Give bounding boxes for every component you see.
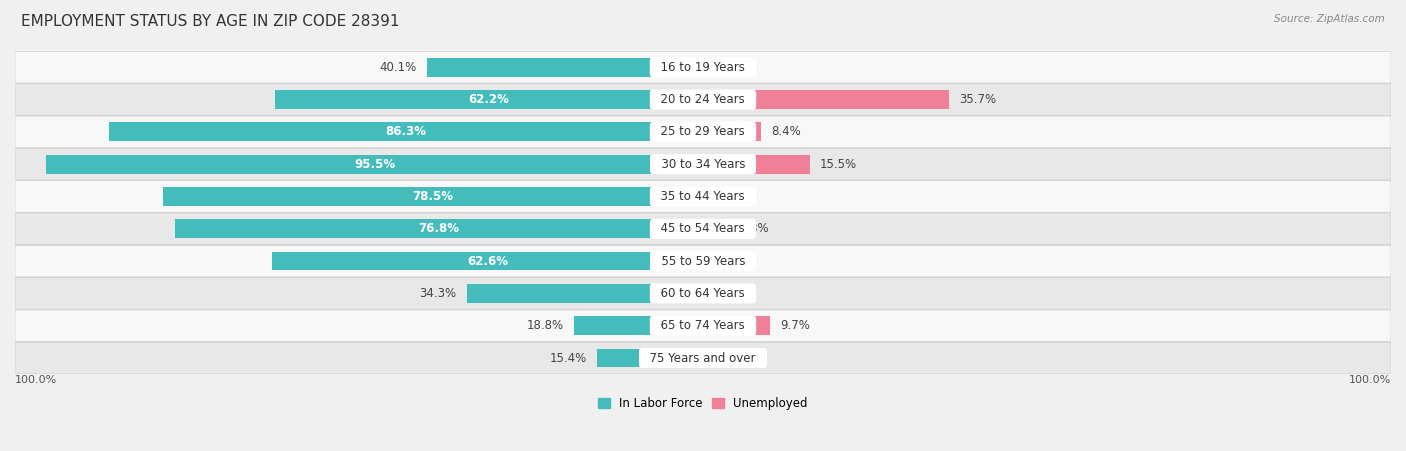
- Text: 55 to 59 Years: 55 to 59 Years: [654, 255, 752, 267]
- Bar: [703, 155, 810, 174]
- FancyBboxPatch shape: [15, 342, 1391, 374]
- Text: 76.8%: 76.8%: [419, 222, 460, 235]
- Bar: [703, 220, 730, 238]
- Text: 3.8%: 3.8%: [740, 222, 769, 235]
- Text: EMPLOYMENT STATUS BY AGE IN ZIP CODE 28391: EMPLOYMENT STATUS BY AGE IN ZIP CODE 283…: [21, 14, 399, 28]
- Text: 35.7%: 35.7%: [959, 93, 995, 106]
- Text: 8.4%: 8.4%: [770, 125, 801, 138]
- Text: 40.1%: 40.1%: [380, 61, 416, 74]
- Text: 86.3%: 86.3%: [385, 125, 426, 138]
- Text: 15.5%: 15.5%: [820, 158, 858, 170]
- Bar: [174, 220, 703, 238]
- Bar: [703, 58, 716, 77]
- Text: 65 to 74 Years: 65 to 74 Years: [654, 319, 752, 332]
- Text: 15.4%: 15.4%: [550, 351, 586, 364]
- Text: 100.0%: 100.0%: [15, 375, 58, 385]
- Bar: [273, 252, 703, 271]
- Text: Source: ZipAtlas.com: Source: ZipAtlas.com: [1274, 14, 1385, 23]
- Text: 100.0%: 100.0%: [1348, 375, 1391, 385]
- Bar: [276, 90, 703, 109]
- Text: 95.5%: 95.5%: [354, 158, 395, 170]
- Text: 25 to 29 Years: 25 to 29 Years: [654, 125, 752, 138]
- Text: 45 to 54 Years: 45 to 54 Years: [654, 222, 752, 235]
- Bar: [46, 155, 703, 174]
- Bar: [163, 187, 703, 206]
- FancyBboxPatch shape: [15, 245, 1391, 277]
- Text: 62.6%: 62.6%: [467, 255, 508, 267]
- Text: 9.7%: 9.7%: [780, 319, 810, 332]
- Text: 30 to 34 Years: 30 to 34 Years: [654, 158, 752, 170]
- Text: 35 to 44 Years: 35 to 44 Years: [654, 190, 752, 203]
- Text: 75 Years and over: 75 Years and over: [643, 351, 763, 364]
- FancyBboxPatch shape: [15, 181, 1391, 212]
- FancyBboxPatch shape: [15, 51, 1391, 83]
- Bar: [467, 284, 703, 303]
- FancyBboxPatch shape: [15, 310, 1391, 341]
- Text: 0.0%: 0.0%: [713, 255, 742, 267]
- Text: 34.3%: 34.3%: [419, 287, 457, 300]
- Bar: [574, 316, 703, 335]
- Bar: [110, 123, 703, 141]
- FancyBboxPatch shape: [15, 213, 1391, 244]
- Text: 0.0%: 0.0%: [713, 190, 742, 203]
- FancyBboxPatch shape: [15, 116, 1391, 147]
- FancyBboxPatch shape: [15, 148, 1391, 180]
- Bar: [703, 316, 769, 335]
- Text: 20 to 24 Years: 20 to 24 Years: [654, 93, 752, 106]
- Bar: [703, 90, 949, 109]
- Text: 0.0%: 0.0%: [713, 351, 742, 364]
- Text: 18.8%: 18.8%: [526, 319, 564, 332]
- Bar: [427, 58, 703, 77]
- FancyBboxPatch shape: [15, 84, 1391, 115]
- Text: 0.0%: 0.0%: [713, 287, 742, 300]
- Text: 78.5%: 78.5%: [412, 190, 454, 203]
- Bar: [598, 349, 703, 368]
- Bar: [703, 123, 761, 141]
- Text: 16 to 19 Years: 16 to 19 Years: [654, 61, 752, 74]
- Legend: In Labor Force, Unemployed: In Labor Force, Unemployed: [598, 397, 808, 410]
- FancyBboxPatch shape: [15, 278, 1391, 309]
- Text: 60 to 64 Years: 60 to 64 Years: [654, 287, 752, 300]
- Text: 1.8%: 1.8%: [725, 61, 755, 74]
- Text: 62.2%: 62.2%: [468, 93, 509, 106]
